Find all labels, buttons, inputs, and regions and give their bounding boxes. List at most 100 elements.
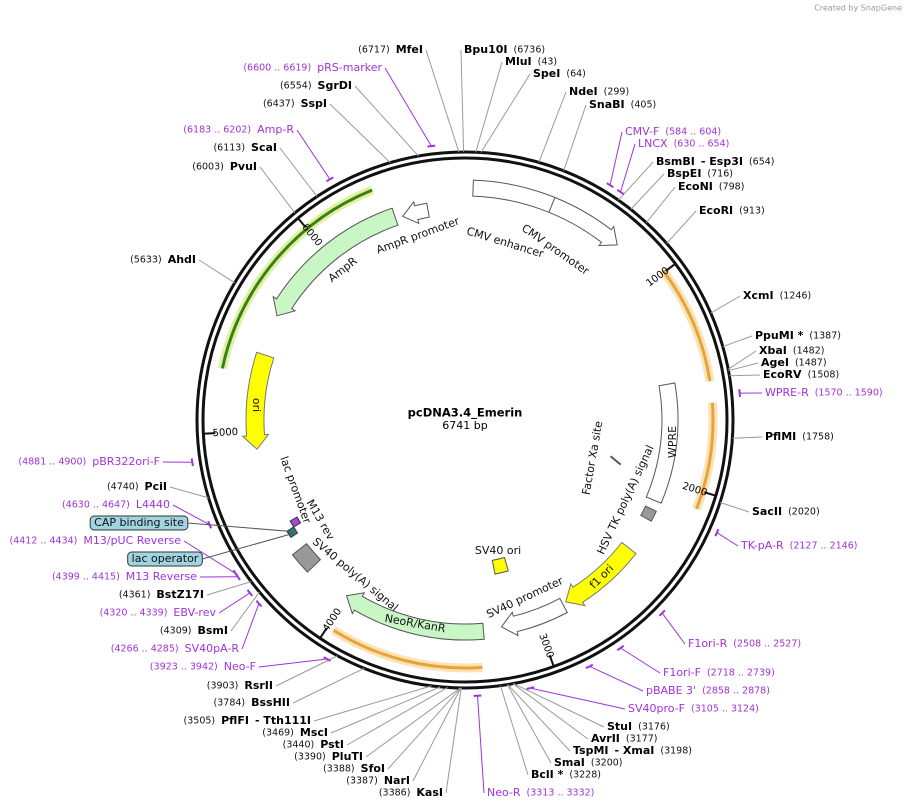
feature-lac <box>286 526 299 539</box>
site-position: (405) <box>631 100 657 111</box>
leader-line <box>218 592 251 614</box>
site-position: (6717) <box>358 45 390 56</box>
site-name: XcmI <box>743 289 774 302</box>
site-name: PciI <box>145 480 167 493</box>
scale-tick-label: 3000 <box>536 632 555 660</box>
site-position: (3198) <box>660 746 692 757</box>
leader-line <box>387 687 462 770</box>
feature-neor <box>345 592 485 641</box>
leader-line <box>187 522 294 533</box>
primer-mark <box>616 644 625 652</box>
feature-divider <box>548 197 556 213</box>
primer-name: M13/pUC Reverse <box>83 534 181 547</box>
site-position: (6113) <box>213 143 245 154</box>
primer-range: (4266 .. 4285) <box>111 644 179 655</box>
leader-line <box>507 684 571 752</box>
primer-range: (6600 .. 6619) <box>243 63 311 74</box>
primer-mark <box>526 686 535 690</box>
primer-name: CMV-F <box>625 125 659 138</box>
leader-line <box>258 658 328 668</box>
orf-arc <box>661 269 712 382</box>
primer-name: Neo-F <box>224 660 256 673</box>
leader-line <box>330 686 441 734</box>
feature-label: WPRE <box>666 426 679 458</box>
primer-range: (4881 .. 4900) <box>18 457 86 468</box>
plasmid-name: pcDNA3.4_Emerin <box>408 406 523 421</box>
primer-mark <box>714 528 720 537</box>
site-name: PluTI <box>332 750 363 763</box>
primer-name: WPRE-R <box>765 386 809 399</box>
site-position: (3228) <box>569 770 601 781</box>
leader-line <box>241 603 260 650</box>
leader-line <box>589 665 644 692</box>
leader-line <box>512 683 589 740</box>
site-name: - Esp3I <box>701 155 743 168</box>
site-position: (299) <box>604 87 630 98</box>
feature-sv40-ori <box>491 556 509 575</box>
leader-line <box>275 655 338 687</box>
primer-range: (4399 .. 4415) <box>52 572 120 583</box>
site-name: AgeI <box>761 356 789 369</box>
leader-line <box>666 210 697 244</box>
feature-label: SV40 ori <box>475 544 521 557</box>
site-name: BssHII <box>251 696 290 709</box>
site-position: (913) <box>739 206 765 217</box>
primer-mark <box>246 589 254 597</box>
site-name: KasI <box>416 786 443 799</box>
leader-line <box>445 687 462 794</box>
primer-mark <box>606 182 614 189</box>
site-name: - Tth111I <box>255 714 311 727</box>
site-name: BclI * <box>531 768 564 781</box>
scale-tick <box>704 491 717 497</box>
primer-name: F1ori-R <box>688 637 728 650</box>
site-position: (6554) <box>280 81 312 92</box>
site-name: SacII <box>752 505 782 518</box>
feature-ori <box>241 351 275 450</box>
feature-ampr-promoter <box>401 200 430 225</box>
site-name: XbaI <box>759 344 787 357</box>
site-name: PvuI <box>230 160 257 173</box>
primer-mark <box>232 569 239 578</box>
leader-line <box>480 73 531 153</box>
site-name: SspI <box>301 97 327 110</box>
site-name: PpuMI * <box>755 329 804 342</box>
site-position: (798) <box>719 182 745 193</box>
site-position: (3388) <box>323 764 355 775</box>
feature-cmv <box>472 179 618 247</box>
site-name: SgrDI <box>318 79 352 92</box>
primer-range: (4320 .. 4339) <box>100 608 168 619</box>
leader-line <box>296 129 331 180</box>
leader-line <box>202 532 295 560</box>
boxed-feature-label: CAP binding site <box>94 516 184 529</box>
site-name: BspEI <box>667 167 701 180</box>
leader-line <box>538 91 567 163</box>
scale-tick <box>203 432 216 435</box>
backbone-inner <box>201 156 729 684</box>
leader-line <box>477 695 485 794</box>
leader-line <box>716 532 739 547</box>
site-position: (4740) <box>107 482 139 493</box>
site-position: (1508) <box>808 370 840 381</box>
primer-mark <box>616 188 625 196</box>
primer-name: SV40pro-F <box>628 702 685 715</box>
leader-line <box>499 685 529 776</box>
site-name: TspMI <box>573 744 609 757</box>
leader-line <box>169 486 209 499</box>
site-position: (4309) <box>160 626 192 637</box>
leader-line <box>346 687 448 746</box>
primer-range: (3313 .. 3332) <box>527 788 595 799</box>
leader-line <box>710 295 741 314</box>
primer-mark <box>427 144 436 148</box>
orf-arc <box>695 402 715 510</box>
site-position: (3200) <box>591 758 623 769</box>
site-position: (654) <box>749 157 775 168</box>
site-name: - XmaI <box>615 744 655 757</box>
scale-tick <box>665 262 676 272</box>
site-position: (4361) <box>119 590 151 601</box>
leader-line <box>425 49 460 153</box>
backbone-outer <box>195 150 735 690</box>
site-position: (3505) <box>184 716 216 727</box>
site-name: EcoNI <box>678 180 713 193</box>
site-position: (2020) <box>788 507 820 518</box>
